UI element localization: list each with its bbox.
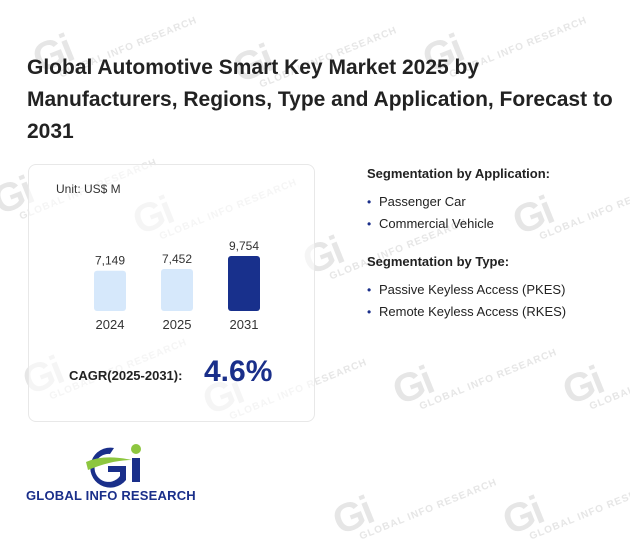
category-label: 2024	[96, 317, 125, 332]
segmentation-type: Segmentation by Type: • Passive Keyless A…	[367, 254, 566, 323]
bar-2031	[228, 256, 260, 311]
cagr-value: 4.6%	[204, 355, 273, 388]
bullet-icon: •	[367, 217, 372, 231]
page-title: Global Automotive Smart Key Market 2025 …	[27, 56, 613, 143]
chart-card: Unit: US$ M 7,149 2024 7,452 2025 9,754 2031 …	[28, 164, 315, 422]
list-item: • Commercial Vehicle	[367, 213, 550, 235]
data-label: 9,754	[229, 239, 259, 253]
list-item: • Passive Keyless Access (PKES)	[367, 279, 566, 301]
logo-mark-icon	[86, 444, 141, 488]
data-label: 7,149	[95, 254, 125, 268]
category-label: 2025	[163, 317, 192, 332]
segmentation-application-list: • Passenger Car • Commercial Vehicle	[367, 191, 550, 235]
logo-text: GLOBAL INFO RESEARCH	[26, 488, 196, 503]
unit-label: Unit: US$ M	[56, 182, 121, 196]
bar-2024	[94, 270, 126, 311]
segmentation-application: Segmentation by Application: • Passenger …	[367, 166, 550, 235]
cagr-label: CAGR(2025-2031):	[69, 368, 183, 383]
list-item: • Remote Keyless Access (RKES)	[367, 301, 566, 323]
segmentation-type-title: Segmentation by Type:	[367, 254, 510, 269]
bar-2025	[161, 268, 193, 311]
list-item: • Passenger Car	[367, 191, 550, 213]
bar-chart: 7,149 2024 7,452 2025 9,754 2031	[94, 239, 260, 332]
segmentation-type-list: • Passive Keyless Access (PKES) • Remote K…	[367, 279, 566, 323]
category-label: 2031	[230, 317, 259, 332]
bullet-icon: •	[367, 283, 372, 297]
bullet-icon: •	[367, 195, 372, 209]
data-label: 7,452	[162, 252, 192, 266]
company-logo: GLOBAL INFO RESEARCH	[26, 440, 216, 505]
bullet-icon: •	[367, 305, 372, 319]
segmentation-application-title: Segmentation by Application:	[367, 166, 550, 181]
